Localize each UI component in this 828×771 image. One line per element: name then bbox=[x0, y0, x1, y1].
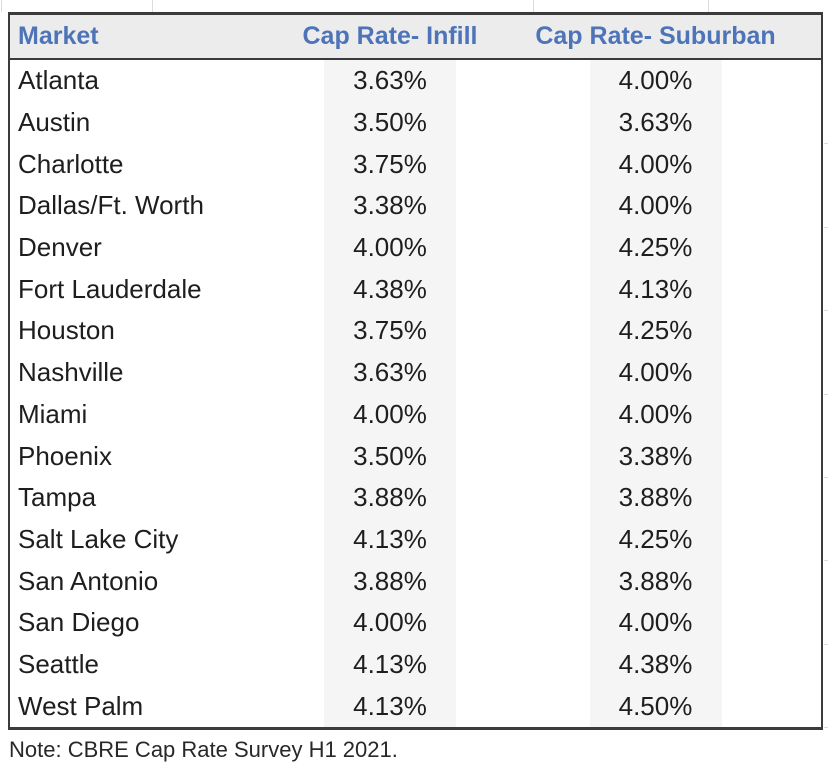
gridline bbox=[1, 0, 2, 12]
infill-cell: 4.13% bbox=[290, 685, 490, 727]
suburban-cell: 4.00% bbox=[490, 351, 821, 394]
gridline bbox=[824, 644, 828, 645]
table-row: Nashville 3.63% 4.00% bbox=[10, 351, 821, 394]
market-cell: Fort Lauderdale bbox=[18, 273, 202, 304]
suburban-cell: 3.88% bbox=[490, 476, 821, 519]
market-cell: Phoenix bbox=[18, 440, 112, 471]
market-cell: Houston bbox=[18, 315, 115, 346]
table-row: Atlanta 3.63% 4.00% bbox=[10, 60, 821, 102]
suburban-cell: 4.50% bbox=[490, 685, 821, 727]
table-row: Dallas/Ft. Worth 3.38% 4.00% bbox=[10, 185, 821, 227]
gridline bbox=[824, 727, 828, 728]
infill-cell: 3.75% bbox=[290, 143, 490, 186]
infill-cell: 4.13% bbox=[290, 518, 490, 561]
infill-cell: 4.13% bbox=[290, 643, 490, 686]
column-header-suburban: Cap Rate- Suburban bbox=[535, 22, 776, 50]
infill-cell: 3.88% bbox=[290, 560, 490, 602]
table-row: Seattle 4.13% 4.38% bbox=[10, 643, 821, 686]
table-row: West Palm 4.13% 4.50% bbox=[10, 685, 821, 727]
suburban-cell: 4.38% bbox=[490, 643, 821, 686]
suburban-cell: 3.38% bbox=[490, 435, 821, 477]
infill-cell: 3.75% bbox=[290, 310, 490, 352]
market-cell: Salt Lake City bbox=[18, 523, 179, 554]
table-row: San Diego 4.00% 4.00% bbox=[10, 601, 821, 644]
suburban-cell: 3.63% bbox=[490, 101, 821, 144]
market-cell: Charlotte bbox=[18, 148, 124, 179]
table-header-row: Market Cap Rate- Infill Cap Rate- Suburb… bbox=[10, 15, 821, 60]
gridline bbox=[824, 477, 828, 478]
gridline bbox=[533, 0, 534, 12]
market-cell: San Diego bbox=[18, 607, 140, 638]
market-cell: Austin bbox=[18, 107, 91, 138]
market-cell: Denver bbox=[18, 232, 102, 263]
table-row: Miami 4.00% 4.00% bbox=[10, 393, 821, 436]
market-cell: Miami bbox=[18, 398, 88, 429]
infill-cell: 3.50% bbox=[290, 435, 490, 477]
market-cell: West Palm bbox=[18, 690, 144, 721]
gridline bbox=[824, 143, 828, 144]
gridline bbox=[824, 227, 828, 228]
footnote: Note: CBRE Cap Rate Survey H1 2021. bbox=[9, 737, 398, 762]
table-row: San Antonio 3.88% 3.88% bbox=[10, 560, 821, 602]
market-cell: San Antonio bbox=[18, 565, 159, 596]
table-row: Houston 3.75% 4.25% bbox=[10, 310, 821, 352]
infill-cell: 3.88% bbox=[290, 476, 490, 519]
market-cell: Tampa bbox=[18, 482, 97, 513]
infill-cell: 4.00% bbox=[290, 226, 490, 269]
table-row: Charlotte 3.75% 4.00% bbox=[10, 143, 821, 186]
table-row: Austin 3.50% 3.63% bbox=[10, 101, 821, 144]
table-row: Salt Lake City 4.13% 4.25% bbox=[10, 518, 821, 561]
table-row: Tampa 3.88% 3.88% bbox=[10, 476, 821, 519]
table-row: Phoenix 3.50% 3.38% bbox=[10, 435, 821, 477]
suburban-cell: 4.00% bbox=[490, 185, 821, 227]
suburban-cell: 3.88% bbox=[490, 560, 821, 602]
infill-cell: 3.63% bbox=[290, 351, 490, 394]
suburban-cell: 4.00% bbox=[490, 601, 821, 644]
suburban-cell: 4.25% bbox=[490, 310, 821, 352]
table-row: Fort Lauderdale 4.38% 4.13% bbox=[10, 268, 821, 311]
suburban-cell: 4.00% bbox=[490, 143, 821, 186]
gridline bbox=[824, 310, 828, 311]
suburban-cell: 4.00% bbox=[490, 393, 821, 436]
suburban-cell: 4.25% bbox=[490, 226, 821, 269]
market-cell: Atlanta bbox=[18, 65, 99, 96]
infill-cell: 3.50% bbox=[290, 101, 490, 144]
gridline bbox=[708, 0, 709, 12]
column-header-market: Market bbox=[18, 22, 99, 50]
market-cell: Seattle bbox=[18, 648, 99, 679]
suburban-cell: 4.25% bbox=[490, 518, 821, 561]
gridline bbox=[824, 394, 828, 395]
gridline bbox=[824, 560, 828, 561]
suburban-cell: 4.00% bbox=[490, 60, 821, 102]
infill-cell: 4.38% bbox=[290, 268, 490, 311]
infill-cell: 3.38% bbox=[290, 185, 490, 227]
table-row: Denver 4.00% 4.25% bbox=[10, 226, 821, 269]
market-cell: Nashville bbox=[18, 357, 124, 388]
column-header-infill: Cap Rate- Infill bbox=[302, 22, 478, 50]
infill-cell: 3.63% bbox=[290, 60, 490, 102]
infill-cell: 4.00% bbox=[290, 393, 490, 436]
cap-rate-table: Market Cap Rate- Infill Cap Rate- Suburb… bbox=[8, 12, 823, 730]
infill-cell: 4.00% bbox=[290, 601, 490, 644]
market-cell: Dallas/Ft. Worth bbox=[18, 190, 204, 221]
suburban-cell: 4.13% bbox=[490, 268, 821, 311]
gridline bbox=[152, 0, 153, 12]
